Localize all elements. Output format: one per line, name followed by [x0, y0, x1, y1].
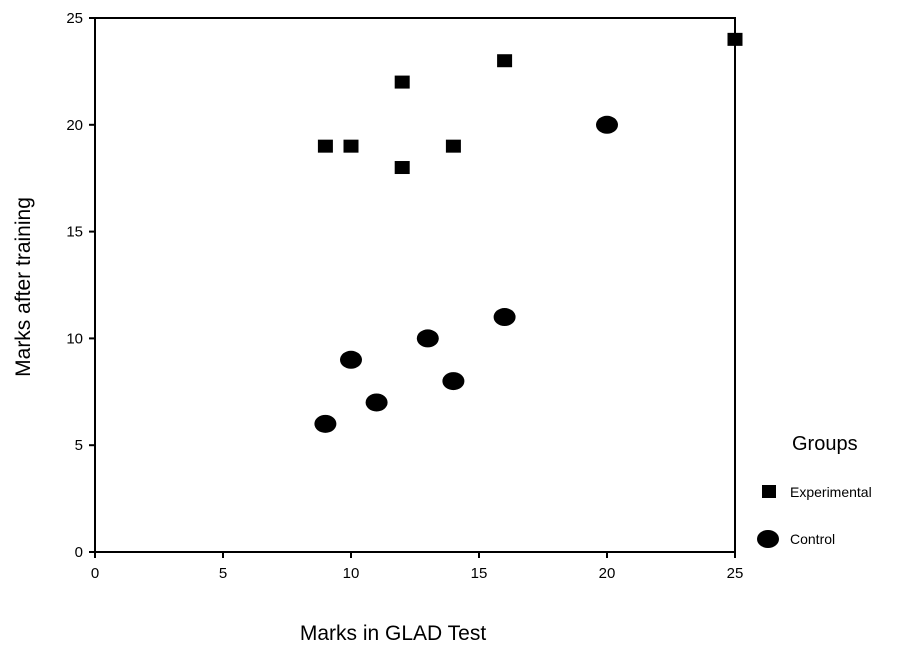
experimental-point [394, 75, 410, 89]
legend-label-control: Control [790, 531, 835, 547]
experimental-point [497, 54, 513, 68]
y-tick-label: 0 [75, 544, 83, 561]
y-tick-label: 25 [66, 10, 83, 27]
data-points [314, 32, 743, 433]
y-tick-label: 15 [66, 224, 83, 241]
legend-marker-control [757, 530, 779, 548]
control-point [416, 329, 439, 348]
control-point [365, 393, 388, 412]
control-point [596, 115, 618, 134]
y-axis-title: Marks after training [12, 197, 35, 377]
experimental-point [727, 32, 743, 46]
x-axis-title: Marks in GLAD Test [300, 622, 486, 645]
x-tick-label: 0 [91, 565, 99, 582]
x-tick-label: 15 [471, 565, 488, 582]
legend: Groups Experimental Control [757, 433, 872, 548]
y-tick-label: 20 [66, 117, 83, 134]
y-tick-label: 10 [66, 330, 83, 347]
experimental-point [394, 161, 410, 175]
x-tick-label: 25 [727, 565, 744, 582]
control-point [442, 372, 465, 391]
experimental-point [317, 139, 333, 153]
experimental-point [343, 139, 359, 153]
control-point [340, 350, 362, 369]
control-point [493, 308, 516, 327]
plot-frame [94, 17, 736, 553]
x-tick-label: 5 [219, 565, 227, 582]
axes: 0 5 10 15 20 25 0 5 10 15 20 25 [66, 10, 743, 582]
experimental-point [445, 139, 461, 153]
legend-marker-experimental [762, 485, 776, 498]
x-tick-label: 20 [599, 565, 616, 582]
legend-label-experimental: Experimental [790, 484, 872, 500]
y-tick-label: 5 [75, 437, 83, 454]
x-tick-label: 10 [343, 565, 360, 582]
legend-title: Groups [792, 433, 858, 455]
control-point [314, 414, 337, 433]
